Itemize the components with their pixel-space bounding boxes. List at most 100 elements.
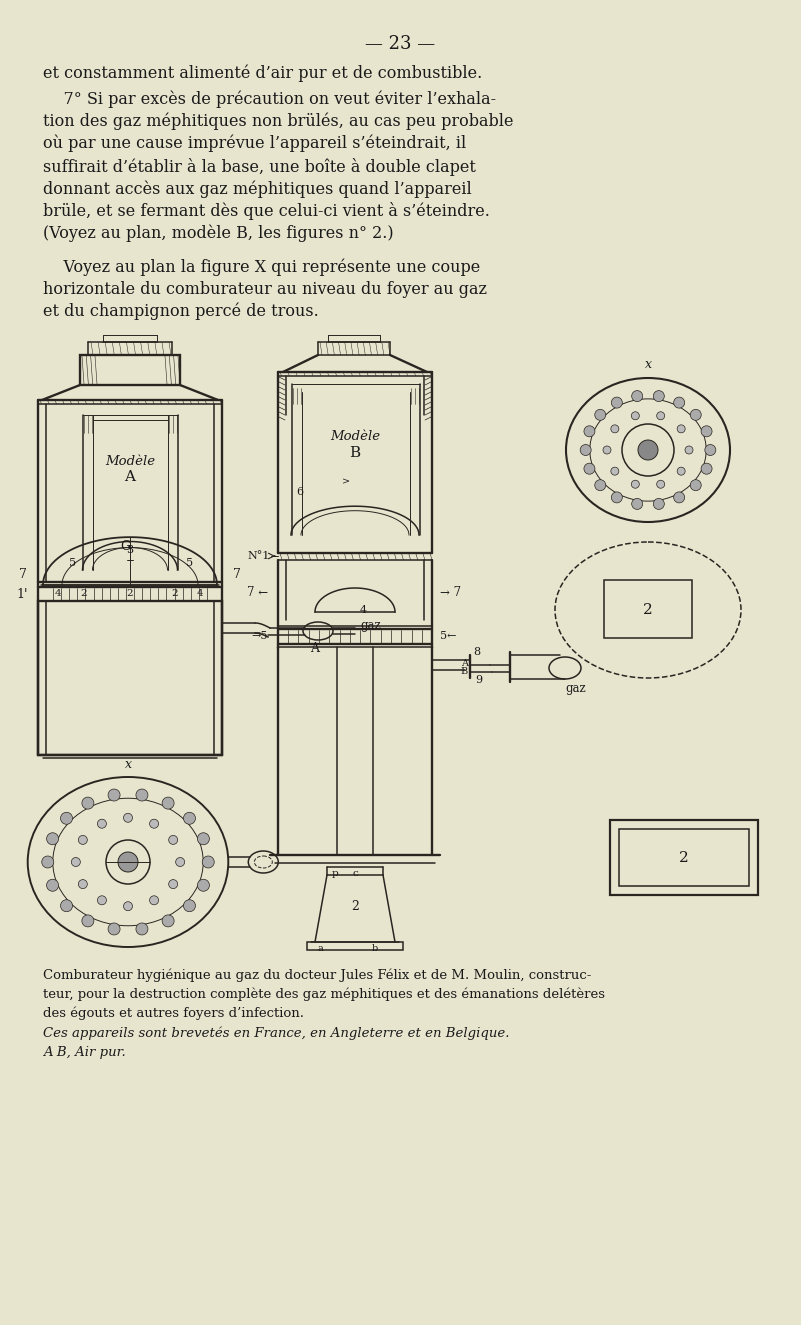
Circle shape	[654, 391, 664, 401]
Circle shape	[123, 814, 132, 823]
Circle shape	[674, 398, 685, 408]
Text: 9: 9	[475, 674, 482, 685]
Bar	[307, 942, 403, 950]
Circle shape	[611, 425, 619, 433]
Circle shape	[98, 819, 107, 828]
Bar	[610, 820, 758, 894]
Circle shape	[632, 391, 642, 401]
Text: >: >	[342, 477, 350, 486]
Circle shape	[123, 902, 132, 910]
Text: tion des gaz méphitiques non brülés, au cas peu probable: tion des gaz méphitiques non brülés, au …	[43, 113, 513, 130]
Circle shape	[580, 444, 591, 456]
Circle shape	[183, 900, 195, 912]
Circle shape	[202, 856, 214, 868]
Text: x: x	[124, 758, 131, 771]
Circle shape	[82, 798, 94, 810]
Text: → 7: → 7	[440, 587, 461, 599]
Circle shape	[674, 492, 685, 504]
Text: 8: 8	[473, 647, 480, 657]
Text: Ces appareils sont brevetés en France, en Angleterre et en Belgique.: Ces appareils sont brevetés en France, e…	[43, 1027, 509, 1040]
Text: A: A	[461, 660, 468, 669]
Circle shape	[46, 880, 58, 892]
Text: c: c	[352, 869, 358, 878]
Text: x: x	[645, 358, 651, 371]
Bar	[38, 602, 222, 755]
Circle shape	[701, 464, 712, 474]
Text: gaz: gaz	[565, 682, 586, 696]
Text: B: B	[461, 668, 468, 677]
Circle shape	[108, 924, 120, 935]
Text: →5: →5	[252, 631, 268, 641]
Text: 2: 2	[351, 901, 359, 913]
Circle shape	[175, 857, 185, 867]
Text: et constamment alimenté d’air pur et de combustible.: et constamment alimenté d’air pur et de …	[43, 65, 482, 82]
Text: — 23 —: — 23 —	[365, 34, 435, 53]
Text: 2: 2	[643, 603, 653, 617]
Text: gaz: gaz	[360, 620, 380, 632]
Circle shape	[98, 896, 107, 905]
Circle shape	[169, 835, 178, 844]
Circle shape	[611, 492, 622, 504]
Circle shape	[61, 812, 73, 824]
Circle shape	[654, 498, 664, 509]
Circle shape	[61, 900, 73, 912]
Text: a: a	[317, 943, 323, 953]
Circle shape	[78, 835, 87, 844]
Circle shape	[638, 440, 658, 460]
Text: où par une cause imprévue l’appareil s’éteindrait, il: où par une cause imprévue l’appareil s’é…	[43, 135, 466, 152]
Circle shape	[603, 447, 611, 454]
Circle shape	[183, 812, 195, 824]
Text: 5←: 5←	[440, 631, 457, 641]
Circle shape	[701, 425, 712, 437]
Text: A: A	[124, 470, 135, 484]
Circle shape	[584, 425, 595, 437]
Circle shape	[595, 409, 606, 420]
Circle shape	[677, 425, 685, 433]
Circle shape	[657, 412, 665, 420]
Text: 7 ←: 7 ←	[247, 587, 268, 599]
Text: horizontale du comburateur au niveau du foyer au gaz: horizontale du comburateur au niveau du …	[43, 281, 487, 298]
Text: Voyez au plan la figure X qui représente une coupe: Voyez au plan la figure X qui représente…	[43, 258, 481, 276]
Text: donnant accès aux gaz méphitiques quand l’appareil: donnant accès aux gaz méphitiques quand …	[43, 180, 472, 197]
Circle shape	[136, 788, 148, 802]
Circle shape	[611, 468, 619, 476]
Text: teur, pour la destruction complète des gaz méphitiques et des émanations delétèr: teur, pour la destruction complète des g…	[43, 987, 605, 1000]
Text: G: G	[120, 541, 130, 553]
Text: 3: 3	[127, 545, 134, 555]
Circle shape	[82, 914, 94, 927]
Circle shape	[584, 464, 595, 474]
Text: (Voyez au plan, modèle B, les figures n° 2.): (Voyez au plan, modèle B, les figures n°…	[43, 225, 393, 242]
Circle shape	[150, 819, 159, 828]
Text: p: p	[332, 869, 338, 878]
Circle shape	[42, 856, 54, 868]
Text: 2: 2	[81, 590, 87, 598]
Circle shape	[46, 832, 58, 845]
Circle shape	[690, 409, 701, 420]
Circle shape	[136, 924, 148, 935]
Text: 4: 4	[360, 606, 367, 615]
Text: A B, Air pur.: A B, Air pur.	[43, 1045, 126, 1059]
Text: 4: 4	[54, 590, 62, 598]
Circle shape	[611, 398, 622, 408]
Text: A: A	[311, 643, 320, 655]
Text: 5: 5	[70, 558, 77, 568]
Text: des égouts et autres foyers d’infection.: des égouts et autres foyers d’infection.	[43, 1007, 304, 1020]
Circle shape	[632, 498, 642, 509]
Circle shape	[71, 857, 80, 867]
Text: brüle, et se fermant dès que celui-ci vient à s’éteindre.: brüle, et se fermant dès que celui-ci vi…	[43, 203, 490, 220]
Circle shape	[162, 914, 174, 927]
Circle shape	[631, 412, 639, 420]
Bar	[604, 580, 692, 639]
Circle shape	[197, 880, 209, 892]
Circle shape	[657, 480, 665, 488]
Circle shape	[705, 444, 716, 456]
Circle shape	[631, 480, 639, 488]
Circle shape	[162, 798, 174, 810]
Text: 1': 1'	[16, 588, 28, 602]
Text: 2: 2	[127, 590, 133, 598]
Circle shape	[108, 788, 120, 802]
Text: 7: 7	[19, 568, 27, 582]
Text: 5: 5	[187, 558, 194, 568]
Text: Modèle: Modèle	[330, 431, 380, 443]
Text: 4: 4	[197, 590, 203, 598]
